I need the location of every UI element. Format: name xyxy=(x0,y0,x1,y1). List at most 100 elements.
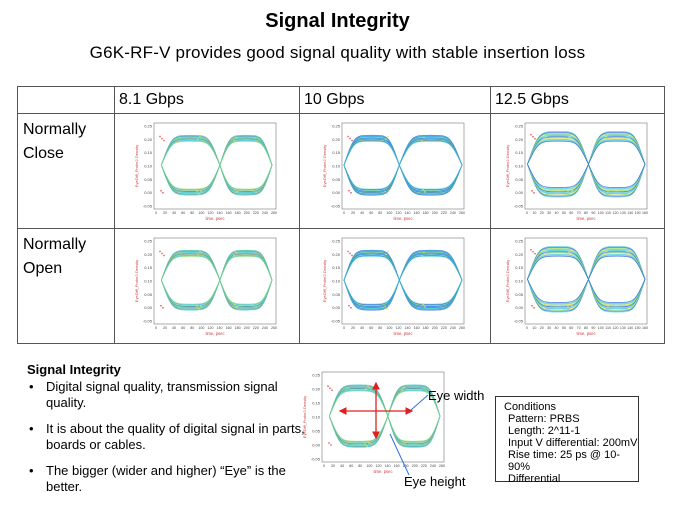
x-tick-label: 140 xyxy=(405,211,411,215)
y-tick-label: 0.15 xyxy=(312,401,321,406)
y-tick-label: 0.20 xyxy=(144,252,153,257)
plot-frame xyxy=(341,237,465,325)
eye-diagram-nc-12-5: EyeDiff_Probe2.Density 0.25 0.20 0.15 0.10 0.… xyxy=(505,122,648,221)
y-axis-label: EyeDiff_Probe2.Density xyxy=(322,260,327,302)
row-label-line2: Close xyxy=(23,145,64,162)
condition-line: Input V differential: 200mV xyxy=(508,437,638,449)
x-tick-label: 180 xyxy=(423,326,429,330)
x-tick-label: 20 xyxy=(331,464,335,468)
x-tick-label: 260 xyxy=(439,464,445,468)
x-tick-label: 60 xyxy=(369,211,373,215)
x-tick-label: 150 xyxy=(634,211,640,215)
plot-frame xyxy=(153,122,277,210)
y-tick-label: 0.15 xyxy=(332,265,341,270)
list-item: • The bigger (wider and higher) “Eye” is … xyxy=(27,463,307,495)
eye-diagram-nc-8-1: EyeDiff_Probe2.Density 0.25 0.20 0.15 0.10 0.… xyxy=(134,122,277,221)
x-tick-label: 100 xyxy=(198,211,204,215)
y-tick-label: 0.15 xyxy=(144,150,153,155)
y-tick-label: 0.20 xyxy=(332,137,341,142)
y-tick-label: 0.25 xyxy=(515,124,524,129)
x-tick-label: 100 xyxy=(386,211,392,215)
x-tick-label: 200 xyxy=(244,211,250,215)
x-tick-label: 200 xyxy=(244,326,250,330)
x-tick-label: 60 xyxy=(369,326,373,330)
y-tick-label: 0.00 xyxy=(332,305,341,310)
x-axis-label: time, psec xyxy=(393,216,412,221)
eye-diagram-table: 8.1 Gbps 10 Gbps 12.5 Gbps Normally Clos… xyxy=(17,86,665,344)
notes-list: • Digital signal quality, transmission si… xyxy=(27,379,307,495)
slide-subtitle: G6K-RF-V provides good signal quality wi… xyxy=(89,43,586,62)
note-text: Digital signal quality, transmission sig… xyxy=(46,379,278,410)
eye-cell: EyeDiff_Probe2.Density 0.25 0.20 0.15 0.10 0.… xyxy=(114,113,300,229)
y-tick-label: -0.05 xyxy=(513,204,523,209)
x-tick-label: 120 xyxy=(612,326,618,330)
conditions-heading: Conditions xyxy=(504,401,556,413)
x-tick-label: 0 xyxy=(526,211,528,215)
y-tick-label: 0.05 xyxy=(515,177,524,182)
eye-traces xyxy=(328,384,441,448)
y-tick-label: 0.05 xyxy=(332,292,341,297)
density-speckles xyxy=(347,250,426,310)
x-tick-label: 180 xyxy=(403,464,409,468)
x-tick-label: 120 xyxy=(207,326,213,330)
y-axis-label: EyeDiff_Probe2.Density xyxy=(134,260,139,302)
y-axis-label: EyeDiff_Probe2.Density xyxy=(302,396,307,438)
density-speckles xyxy=(529,248,609,310)
notes-panel: Signal Integrity • Digital signal quality… xyxy=(27,362,307,505)
eye-traces xyxy=(526,131,645,198)
eye-arrows-overlay xyxy=(338,381,429,476)
x-tick-label: 0 xyxy=(155,211,157,215)
y-tick-label: 0.25 xyxy=(515,239,524,244)
condition-line: Differential xyxy=(508,473,561,485)
eye-traces xyxy=(343,134,463,196)
x-axis-label: time, psec xyxy=(205,331,224,336)
eye-measure-demo: EyeDiff_Probe2.Density 0.25 0.20 0.15 0.10 0.… xyxy=(300,366,450,483)
y-tick-label: -0.05 xyxy=(331,204,341,209)
x-tick-label: 40 xyxy=(172,211,176,215)
x-axis-label: time, psec xyxy=(205,216,224,221)
y-tick-label: 0.05 xyxy=(144,292,153,297)
y-tick-label: 0.25 xyxy=(144,239,153,244)
x-tick-label: 0 xyxy=(343,326,345,330)
x-tick-label: 140 xyxy=(217,211,223,215)
y-tick-label: 0.10 xyxy=(312,415,321,420)
eye-diagram-nc-10: EyeDiff_Probe2.Density 0.25 0.20 0.15 0.10 0.… xyxy=(322,122,465,221)
y-tick-label: 0.15 xyxy=(515,265,524,270)
x-tick-label: 40 xyxy=(360,326,364,330)
density-speckles xyxy=(327,385,406,447)
x-tick-label: 260 xyxy=(271,326,277,330)
x-tick-label: 70 xyxy=(576,326,580,330)
column-header-12-5-gbps: 12.5 Gbps xyxy=(490,86,665,114)
x-tick-label: 90 xyxy=(591,211,595,215)
y-tick-label: 0.05 xyxy=(312,429,321,434)
x-tick-label: 80 xyxy=(584,326,588,330)
x-tick-label: 180 xyxy=(423,211,429,215)
x-tick-label: 40 xyxy=(554,211,558,215)
y-axis-label: EyeDiff_Probe2.Density xyxy=(322,145,327,187)
x-tick-label: 80 xyxy=(358,464,362,468)
density-speckles xyxy=(159,135,238,195)
y-tick-label: 0.00 xyxy=(144,190,153,195)
y-tick-label: -0.05 xyxy=(331,319,341,324)
x-tick-label: 150 xyxy=(634,326,640,330)
eye-traces xyxy=(526,246,645,313)
y-tick-label: 0.25 xyxy=(332,124,341,129)
x-tick-label: 130 xyxy=(619,326,625,330)
x-tick-label: 60 xyxy=(349,464,353,468)
y-tick-label: 0.20 xyxy=(332,252,341,257)
slide-title: Signal Integrity xyxy=(265,10,410,32)
x-tick-label: 110 xyxy=(605,326,611,330)
x-tick-label: 240 xyxy=(262,211,268,215)
x-tick-label: 60 xyxy=(181,211,185,215)
x-tick-label: 260 xyxy=(459,326,465,330)
x-tick-label: 60 xyxy=(569,326,573,330)
eye-height-label: Eye height xyxy=(404,474,466,489)
x-tick-label: 220 xyxy=(253,326,259,330)
x-tick-label: 180 xyxy=(235,326,241,330)
condition-line: Rise time: 25 ps @ 10-90% xyxy=(508,449,621,473)
y-tick-label: 0.10 xyxy=(144,164,153,169)
x-tick-label: 80 xyxy=(190,211,194,215)
x-tick-label: 120 xyxy=(612,211,618,215)
x-tick-label: 220 xyxy=(441,326,447,330)
x-tick-label: 160 xyxy=(226,211,232,215)
